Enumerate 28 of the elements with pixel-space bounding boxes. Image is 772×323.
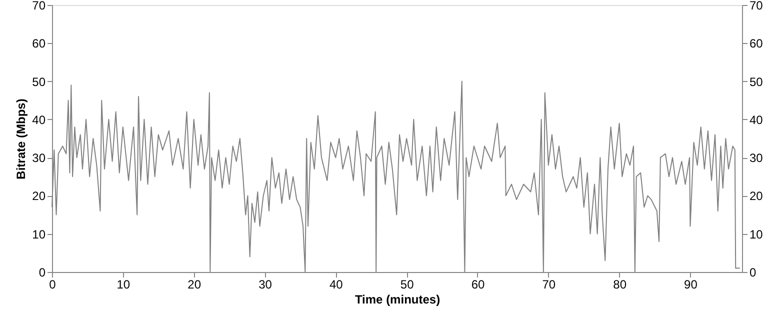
y-tick-label: 30 [32,151,46,166]
y2-tick-label: 60 [750,36,764,51]
y2-tick-label: 20 [750,189,764,204]
x-tick-label: 10 [116,278,130,292]
y2-tick-label: 70 [750,0,764,12]
y-tick-label: 50 [32,74,46,89]
x-tick-label: 20 [188,278,202,292]
y-tick-label: 20 [32,189,46,204]
x-tick-label: 90 [684,278,698,292]
x-tick-label: 30 [258,278,272,292]
x-axis-title: Time (minutes) [354,292,440,306]
y2-tick-label: 30 [750,151,764,166]
x-tick-label: 0 [49,278,56,292]
y-tick-label: 10 [32,227,46,242]
x-tick-label: 40 [329,278,344,292]
y-axis-title: Bitrate (Mbps) [14,98,28,180]
y-tick-label: 40 [32,112,46,127]
y2-tick-label: 10 [750,227,764,242]
x-tick-label: 60 [471,278,485,292]
x-tick-label: 70 [542,278,556,292]
x-tick-label: 50 [400,278,414,292]
y2-tick-label: 40 [750,112,764,127]
y-tick-label: 0 [38,266,46,280]
y-tick-label: 60 [32,36,46,51]
y2-tick-label: 50 [750,74,764,89]
y2-tick-label: 0 [750,266,756,280]
y-tick-label: 70 [32,0,46,12]
x-tick-label: 80 [613,278,627,292]
